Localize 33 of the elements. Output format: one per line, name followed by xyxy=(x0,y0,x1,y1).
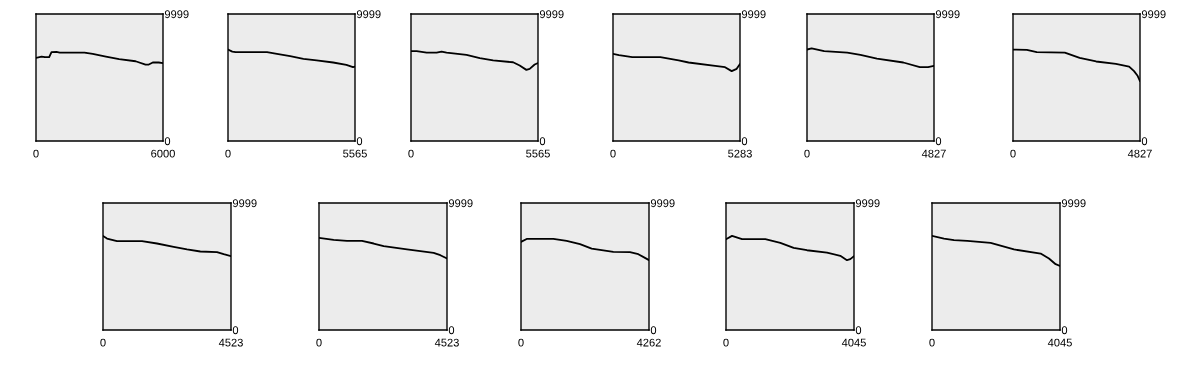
x-tick-label: 0 xyxy=(723,338,729,347)
x-tick-label: 4045 xyxy=(841,338,866,347)
x-tick-label: 4523 xyxy=(218,338,243,347)
x-tick-label: 4523 xyxy=(434,338,459,347)
x-tick-label: 4262 xyxy=(636,338,661,347)
y-tick-label: 9999 xyxy=(855,199,880,208)
y-tick-label: 9999 xyxy=(356,10,381,19)
x-tick-label: 0 xyxy=(33,149,39,158)
y-tick-label: 9999 xyxy=(232,199,257,208)
x-tick-label: 0 xyxy=(225,149,231,158)
y-tick-label: 9999 xyxy=(935,10,960,19)
x-tick-label: 0 xyxy=(100,338,106,347)
x-tick-label: 4827 xyxy=(921,149,946,158)
y-tick-label: 9999 xyxy=(448,199,473,208)
x-tick-label: 4827 xyxy=(1127,149,1152,158)
x-tick-label: 4045 xyxy=(1047,338,1072,347)
x-tick-label: 0 xyxy=(408,149,414,158)
y-tick-label: 9999 xyxy=(1061,199,1086,208)
x-tick-label: 0 xyxy=(518,338,524,347)
x-tick-label: 0 xyxy=(316,338,322,347)
x-tick-label: 5565 xyxy=(343,149,367,158)
x-tick-label: 0 xyxy=(1010,149,1016,158)
x-tick-label: 0 xyxy=(804,149,810,158)
y-tick-label: 9999 xyxy=(539,10,564,19)
y-tick-label: 9999 xyxy=(164,10,189,19)
y-tick-label: 9999 xyxy=(1141,10,1166,19)
x-tick-label: 0 xyxy=(929,338,935,347)
y-tick-label: 9999 xyxy=(741,10,766,19)
x-tick-label: 0 xyxy=(610,149,616,158)
x-tick-label: 5283 xyxy=(728,149,752,158)
x-tick-label: 5565 xyxy=(526,149,550,158)
x-tick-label: 6000 xyxy=(151,149,175,158)
y-tick-label: 9999 xyxy=(650,199,675,208)
